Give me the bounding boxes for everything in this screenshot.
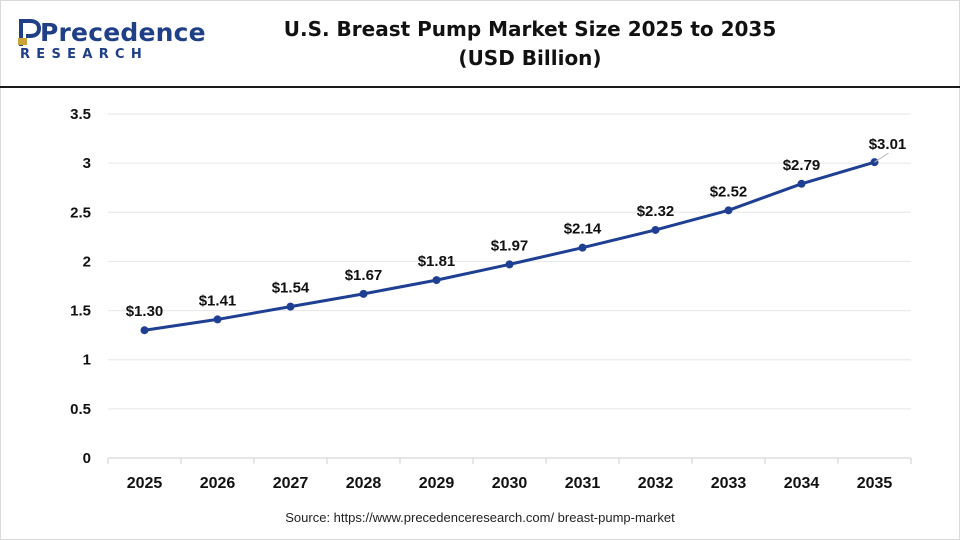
x-tick-label: 2028 (346, 475, 382, 492)
data-point (359, 289, 368, 298)
y-tick-label: 1.5 (70, 303, 91, 320)
data-point (651, 225, 660, 234)
x-tick-label: 2033 (711, 475, 747, 492)
data-label: $2.32 (637, 203, 675, 220)
brand-name: Precedence (40, 18, 206, 47)
chart-title: U.S. Breast Pump Market Size 2025 to 203… (260, 15, 800, 73)
y-tick-label: 2 (83, 253, 91, 270)
data-label: $1.30 (126, 303, 164, 320)
source-note: Source: https://www.precedenceresearch.c… (285, 510, 675, 525)
x-tick-label: 2026 (200, 475, 236, 492)
x-tick-label: 2030 (492, 475, 528, 492)
x-tick-label: 2034 (784, 475, 820, 492)
y-tick-label: 2.5 (70, 204, 91, 221)
data-point (213, 315, 222, 324)
data-point (140, 326, 149, 335)
brand-logo: Precedence RESEARCH (18, 14, 206, 66)
y-tick-label: 3.5 (70, 106, 91, 123)
data-label: $2.14 (564, 221, 602, 238)
data-label: $1.54 (272, 280, 310, 297)
y-tick-label: 3 (83, 155, 91, 172)
data-label-layer: $1.30 $1.41 $1.54 $1.67 $1.81 $1.97 $2.14 $2.32… (126, 136, 907, 320)
x-tick-label: 2035 (857, 475, 893, 492)
series-layer (140, 158, 879, 335)
y-tick-label: 1 (83, 352, 91, 369)
data-point (797, 179, 806, 188)
data-label: $3.01 (869, 136, 907, 153)
data-label: $2.52 (710, 183, 748, 200)
data-label: $2.79 (783, 157, 821, 174)
data-label: $1.41 (199, 292, 237, 309)
chart-title-line-1: U.S. Breast Pump Market Size 2025 to 203… (283, 17, 777, 41)
x-tick-label: 2027 (273, 475, 309, 492)
header: Precedence RESEARCH U.S. Breast Pump Mar… (0, 0, 960, 86)
data-label: $1.81 (418, 253, 456, 270)
data-point (432, 276, 441, 285)
x-tick-label: 2031 (565, 475, 601, 492)
chart-title-line-2: (USD Billion) (458, 46, 602, 70)
x-tick-label: 2032 (638, 475, 674, 492)
data-label: $1.67 (345, 267, 383, 284)
logo-mark-icon (18, 19, 42, 46)
x-tick-label: 2029 (419, 475, 455, 492)
data-label-leader-line (874, 152, 889, 163)
data-point (286, 302, 295, 311)
line-chart: 0 0.5 1 1.5 2 2.5 3 3.5 2025 2026 2027 2028 2029 2030… (70, 106, 912, 492)
brand-tagline: RESEARCH (20, 47, 149, 62)
header-divider (0, 86, 960, 88)
axis-layer: 0 0.5 1 1.5 2 2.5 3 3.5 2025 2026 2027 2028 2029 2030… (70, 106, 912, 492)
data-point (578, 243, 587, 252)
y-tick-label: 0 (83, 450, 91, 467)
data-point (505, 260, 514, 269)
x-tick-label: 2025 (127, 475, 163, 492)
y-tick-label: 0.5 (70, 401, 91, 418)
data-label: $1.97 (491, 237, 529, 254)
data-point (724, 206, 733, 215)
